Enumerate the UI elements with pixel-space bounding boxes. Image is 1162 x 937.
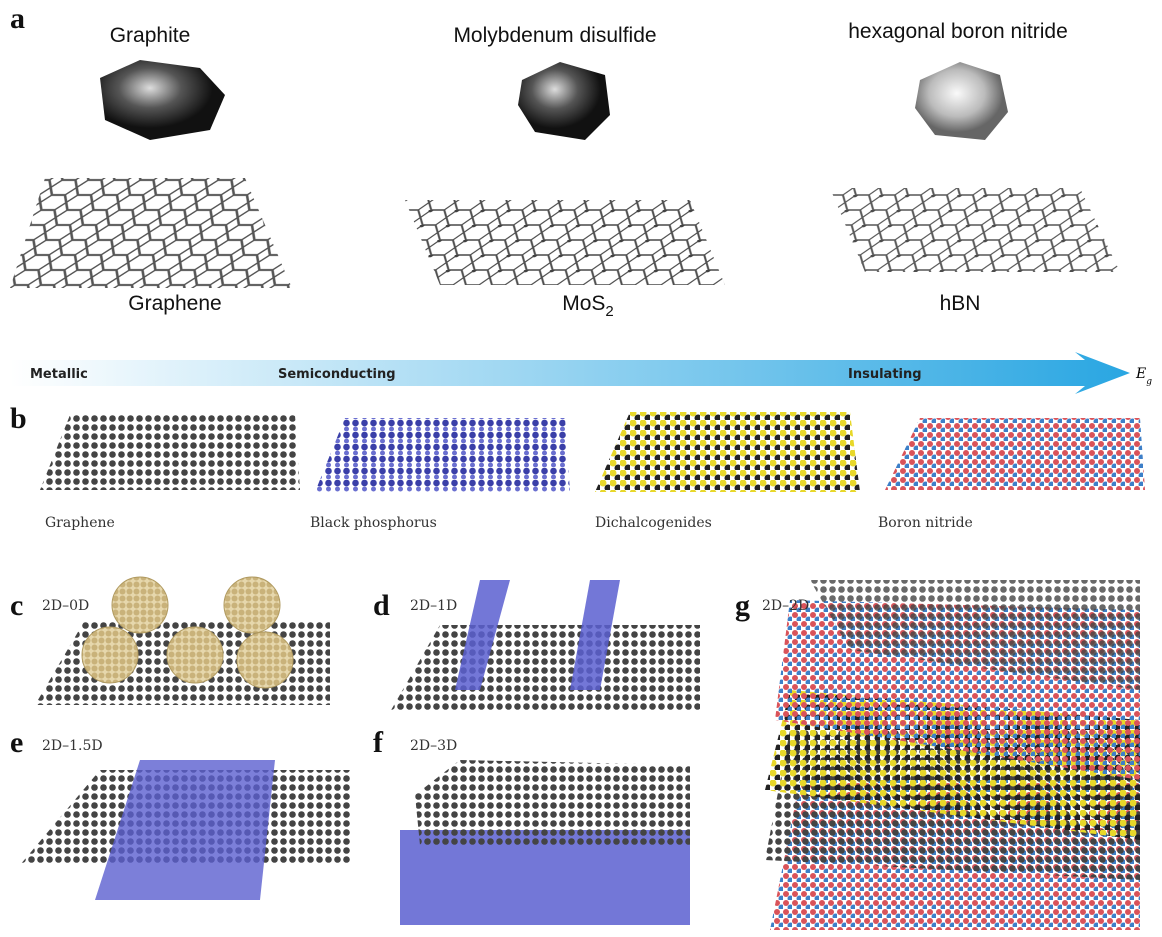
hbn-lattice (830, 188, 1120, 272)
heterostructure-type: 2D–0D (42, 598, 89, 614)
axis-symbol: Eg (1135, 366, 1152, 387)
mos2-rock (518, 62, 610, 140)
heterostructure-type: 2D–3D (410, 738, 457, 754)
nanowire (455, 580, 510, 690)
heterostructure-type: 2D–1.5D (42, 738, 103, 754)
arrow-label: Semiconducting (278, 367, 396, 382)
mos2-lattice (405, 200, 725, 285)
panel-label: d (373, 589, 390, 622)
monolayer-name: Graphene (128, 292, 221, 315)
nanoparticle (223, 576, 281, 634)
monolayer-name: MoS2 (562, 292, 614, 320)
nanoparticle (236, 631, 294, 689)
material-name: Graphite (110, 24, 191, 47)
formula-subscript: 2 (605, 303, 613, 320)
layer-graphene (810, 580, 1140, 690)
heterostructure-type: 2D–1D (410, 598, 457, 614)
slab (95, 760, 275, 900)
graphene-lattice (10, 178, 292, 288)
material-label: Black phosphorus (310, 515, 437, 531)
panel-label: a (10, 2, 25, 35)
nanoparticle (81, 626, 139, 684)
bn-sheet (885, 418, 1145, 490)
illustrations (10, 60, 1145, 930)
hbn-rock (915, 62, 1008, 140)
monolayer-name: hBN (940, 292, 981, 315)
arrow-label: Insulating (848, 367, 922, 382)
arrow-label: Metallic (30, 367, 88, 382)
symbol-subscript: g (1146, 377, 1152, 387)
panel-label: f (373, 726, 384, 759)
phosphorus-sheet (315, 418, 570, 492)
graphene-sheet (40, 415, 300, 490)
panel-label: g (735, 589, 750, 622)
graphite-rock (100, 60, 225, 140)
bandgap-arrow (10, 352, 1130, 394)
panel-label: e (10, 726, 23, 759)
nanoparticle (111, 576, 169, 634)
formula: MoS (562, 292, 605, 315)
material-label: Boron nitride (878, 515, 973, 531)
heterostructure-type: 2D–2D (762, 598, 809, 614)
material-label: Graphene (45, 515, 115, 531)
bulk-block (400, 830, 690, 925)
sheet (390, 625, 700, 712)
nanoparticle (166, 626, 224, 684)
material-name: hexagonal boron nitride (848, 20, 1068, 43)
panel-label: c (10, 589, 23, 622)
nanowire (570, 580, 620, 690)
material-label: Dichalcogenides (595, 515, 712, 531)
symbol: E (1135, 366, 1146, 382)
sheet (415, 760, 690, 845)
dichalcogenide-sheet (595, 412, 860, 492)
panel-label: b (10, 402, 27, 435)
material-name: Molybdenum disulfide (453, 24, 656, 47)
